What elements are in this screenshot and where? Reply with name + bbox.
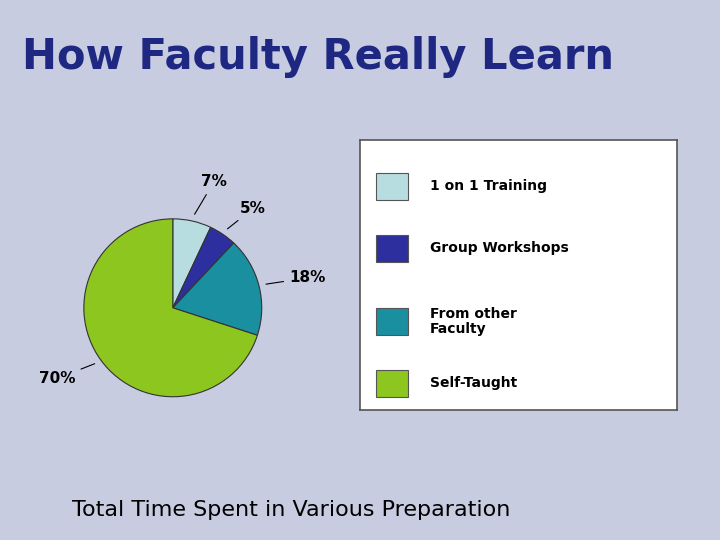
Wedge shape	[173, 219, 211, 308]
Text: Total Time Spent in Various Preparation: Total Time Spent in Various Preparation	[72, 500, 510, 521]
FancyBboxPatch shape	[376, 308, 408, 335]
Wedge shape	[173, 227, 234, 308]
Text: 1 on 1 Training: 1 on 1 Training	[430, 179, 546, 193]
Wedge shape	[173, 243, 262, 335]
Text: Group Workshops: Group Workshops	[430, 241, 569, 255]
Text: 70%: 70%	[39, 364, 94, 386]
Text: From other
Faculty: From other Faculty	[430, 307, 516, 336]
Text: 7%: 7%	[194, 174, 227, 214]
FancyBboxPatch shape	[376, 173, 408, 200]
Text: 5%: 5%	[228, 201, 266, 229]
Text: Self-Taught: Self-Taught	[430, 376, 517, 390]
Text: 18%: 18%	[266, 271, 325, 286]
FancyBboxPatch shape	[376, 370, 408, 397]
Text: How Faculty Really Learn: How Faculty Really Learn	[22, 36, 613, 78]
FancyBboxPatch shape	[376, 235, 408, 262]
Wedge shape	[84, 219, 257, 397]
